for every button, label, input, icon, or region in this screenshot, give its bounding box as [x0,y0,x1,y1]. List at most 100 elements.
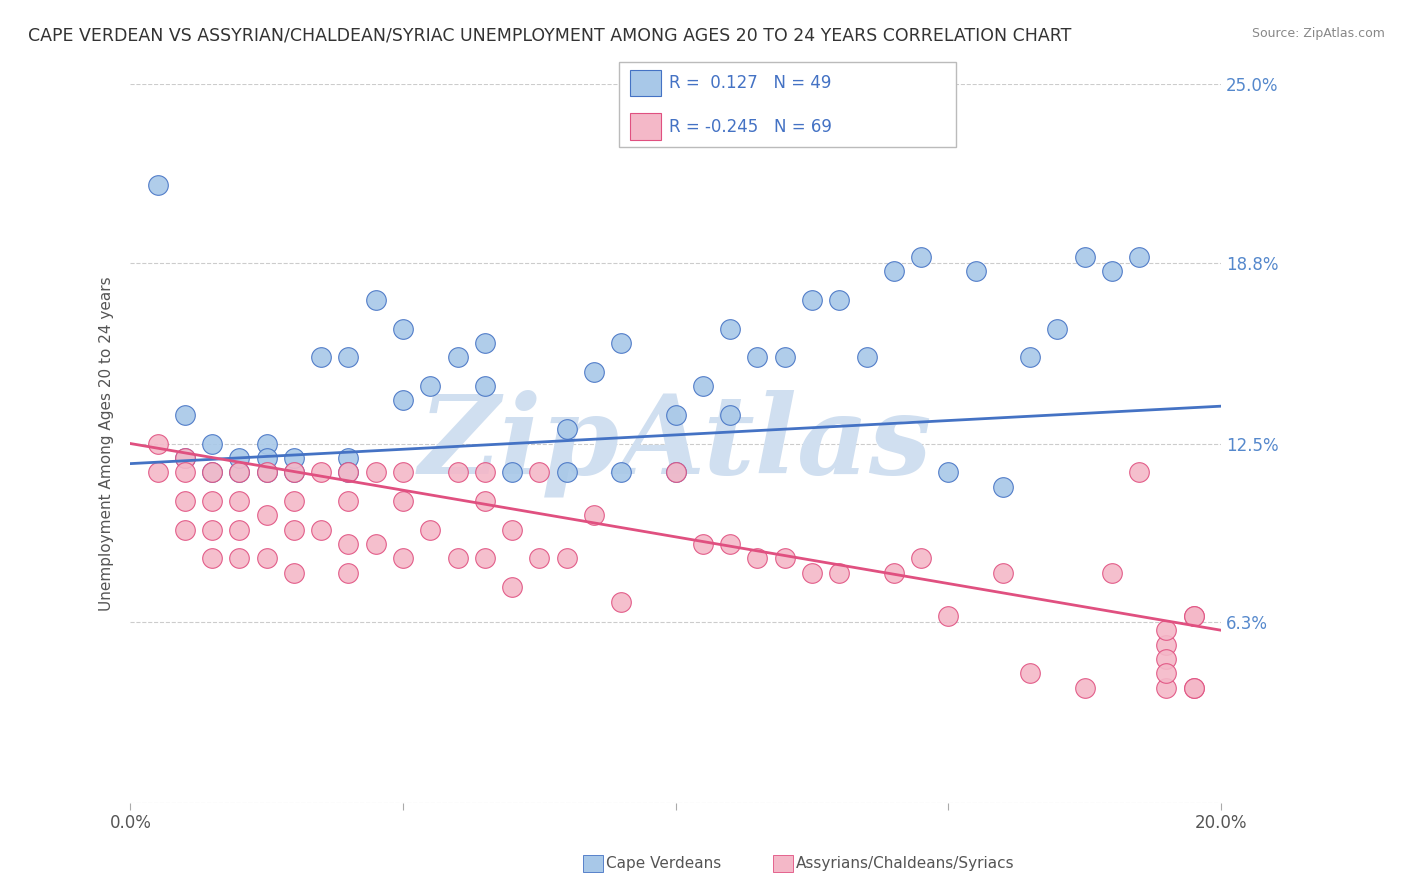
Point [364,293,387,307]
Point [256,436,278,450]
Point [855,351,877,365]
Point [1073,681,1095,695]
Point [1182,608,1205,623]
Y-axis label: Unemployment Among Ages 20 to 24 years: Unemployment Among Ages 20 to 24 years [100,277,114,611]
Point [991,480,1014,494]
Point [773,551,796,566]
Point [337,537,360,551]
Point [201,551,224,566]
Point [665,408,688,422]
Point [910,551,932,566]
Point [173,523,195,537]
Point [555,465,578,479]
Point [283,465,305,479]
Point [283,450,305,465]
Point [501,465,523,479]
Text: Source: ZipAtlas.com: Source: ZipAtlas.com [1251,27,1385,40]
Point [910,250,932,264]
Point [446,551,468,566]
Point [173,450,195,465]
Point [1019,666,1042,681]
Point [665,465,688,479]
Point [501,523,523,537]
Point [692,537,714,551]
Point [173,450,195,465]
Point [146,178,169,192]
Point [501,580,523,594]
Text: CAPE VERDEAN VS ASSYRIAN/CHALDEAN/SYRIAC UNEMPLOYMENT AMONG AGES 20 TO 24 YEARS : CAPE VERDEAN VS ASSYRIAN/CHALDEAN/SYRIAC… [28,27,1071,45]
Point [1182,608,1205,623]
Point [610,594,633,608]
Point [256,551,278,566]
Point [283,494,305,508]
Point [337,465,360,479]
Point [392,465,415,479]
Point [883,264,905,278]
Point [610,465,633,479]
Point [173,408,195,422]
Point [555,422,578,436]
Point [1156,666,1178,681]
Point [718,537,741,551]
Point [1182,681,1205,695]
Point [201,494,224,508]
Point [582,365,605,379]
Text: R =  0.127   N = 49: R = 0.127 N = 49 [669,74,831,92]
Point [1156,681,1178,695]
Point [173,465,195,479]
Point [309,465,332,479]
Point [1073,250,1095,264]
Point [1128,250,1150,264]
Point [228,465,250,479]
Point [392,551,415,566]
Point [256,450,278,465]
Point [718,321,741,335]
Point [529,465,551,479]
Point [474,494,496,508]
Point [337,566,360,580]
Point [474,551,496,566]
Point [1101,264,1123,278]
Point [938,608,960,623]
Point [256,465,278,479]
Point [201,436,224,450]
Point [692,379,714,393]
Point [146,465,169,479]
Point [1128,465,1150,479]
Point [256,465,278,479]
Point [828,293,851,307]
Point [364,537,387,551]
Text: Cape Verdeans: Cape Verdeans [606,856,721,871]
Point [283,523,305,537]
Point [801,566,824,580]
Point [309,351,332,365]
Point [773,351,796,365]
Point [665,465,688,479]
Point [228,450,250,465]
Point [1019,351,1042,365]
Point [392,393,415,408]
Point [419,379,441,393]
Point [991,566,1014,580]
Point [474,465,496,479]
Point [173,494,195,508]
Point [828,566,851,580]
Point [529,551,551,566]
Point [392,321,415,335]
Text: R = -0.245   N = 69: R = -0.245 N = 69 [669,118,832,136]
Point [446,351,468,365]
Point [474,379,496,393]
Point [718,408,741,422]
Point [337,450,360,465]
Point [337,351,360,365]
Point [256,508,278,523]
Point [146,436,169,450]
Point [1156,624,1178,638]
Point [801,293,824,307]
Point [474,336,496,351]
Point [747,551,769,566]
Point [201,465,224,479]
Point [364,465,387,479]
Point [337,465,360,479]
Point [555,551,578,566]
